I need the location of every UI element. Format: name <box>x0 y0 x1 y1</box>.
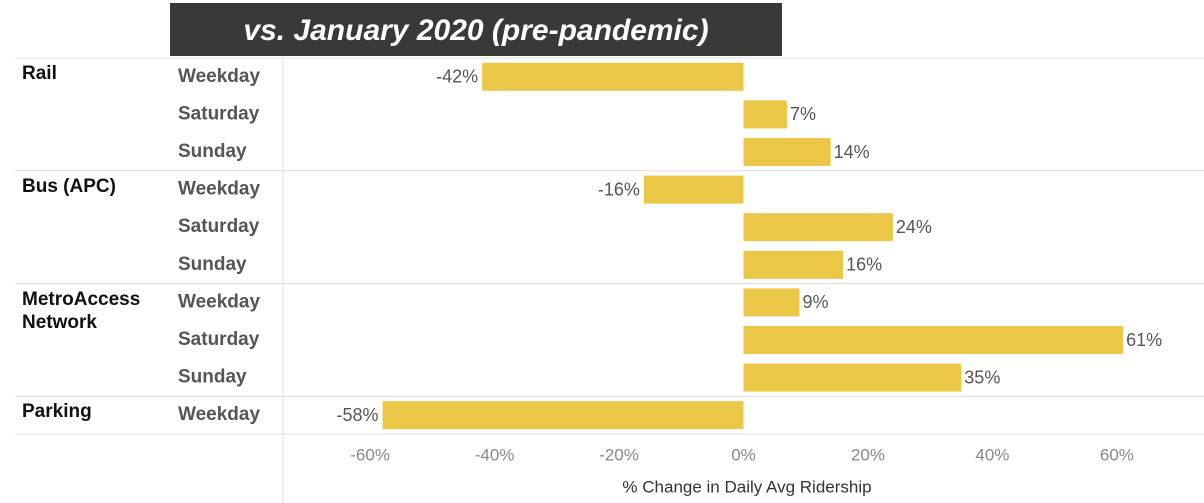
data-label: 9% <box>803 292 829 312</box>
data-label: -58% <box>337 405 379 425</box>
data-label: 61% <box>1126 330 1162 350</box>
data-label: 35% <box>964 367 1000 387</box>
group-label-box: Rail <box>22 63 57 84</box>
category-label: Sunday <box>178 141 247 162</box>
group-label-box: Parking <box>22 401 92 423</box>
category-label: Weekday <box>178 179 260 200</box>
data-label: 14% <box>834 142 870 162</box>
category-label: Weekday <box>178 404 260 425</box>
group-label: Parking <box>22 401 92 423</box>
data-label: 7% <box>790 104 816 124</box>
bar <box>743 363 962 392</box>
bar <box>743 213 893 242</box>
group-label: MetroAccess Network <box>22 288 141 333</box>
x-axis-label: % Change in Daily Avg Ridership <box>622 477 871 496</box>
x-tick-label: 20% <box>851 445 885 464</box>
bar <box>643 175 744 204</box>
category-label: Saturday <box>178 103 260 124</box>
data-label: 16% <box>846 255 882 275</box>
bar <box>382 401 744 430</box>
group-label-box: MetroAccess Network <box>22 288 141 333</box>
category-label: Weekday <box>178 66 260 87</box>
data-label: 24% <box>896 217 932 237</box>
chart-title: vs. January 2020 (pre-pandemic) <box>243 14 708 47</box>
data-label: -16% <box>598 179 640 199</box>
category-label: Sunday <box>178 254 247 275</box>
x-tick-label: -20% <box>599 445 639 464</box>
x-tick-label: 60% <box>1100 445 1134 464</box>
bar <box>743 250 844 279</box>
title-box <box>170 3 782 56</box>
bar <box>743 138 831 166</box>
category-label: Saturday <box>178 216 260 237</box>
category-label: Saturday <box>178 329 260 350</box>
category-label: Sunday <box>178 367 247 388</box>
category-label: Weekday <box>178 291 260 312</box>
x-tick-label: 40% <box>975 445 1009 464</box>
x-tick-label: 0% <box>731 445 756 464</box>
group-label-box: Bus (APC) <box>22 175 116 197</box>
group-label: Bus (APC) <box>22 175 116 197</box>
bar <box>743 288 800 317</box>
bar <box>743 326 1124 354</box>
group-label: Rail <box>22 63 57 84</box>
x-tick-label: -60% <box>350 445 390 464</box>
x-tick-label: -40% <box>475 445 515 464</box>
bar <box>482 62 744 91</box>
bar <box>743 100 788 129</box>
data-label: -42% <box>436 67 478 87</box>
